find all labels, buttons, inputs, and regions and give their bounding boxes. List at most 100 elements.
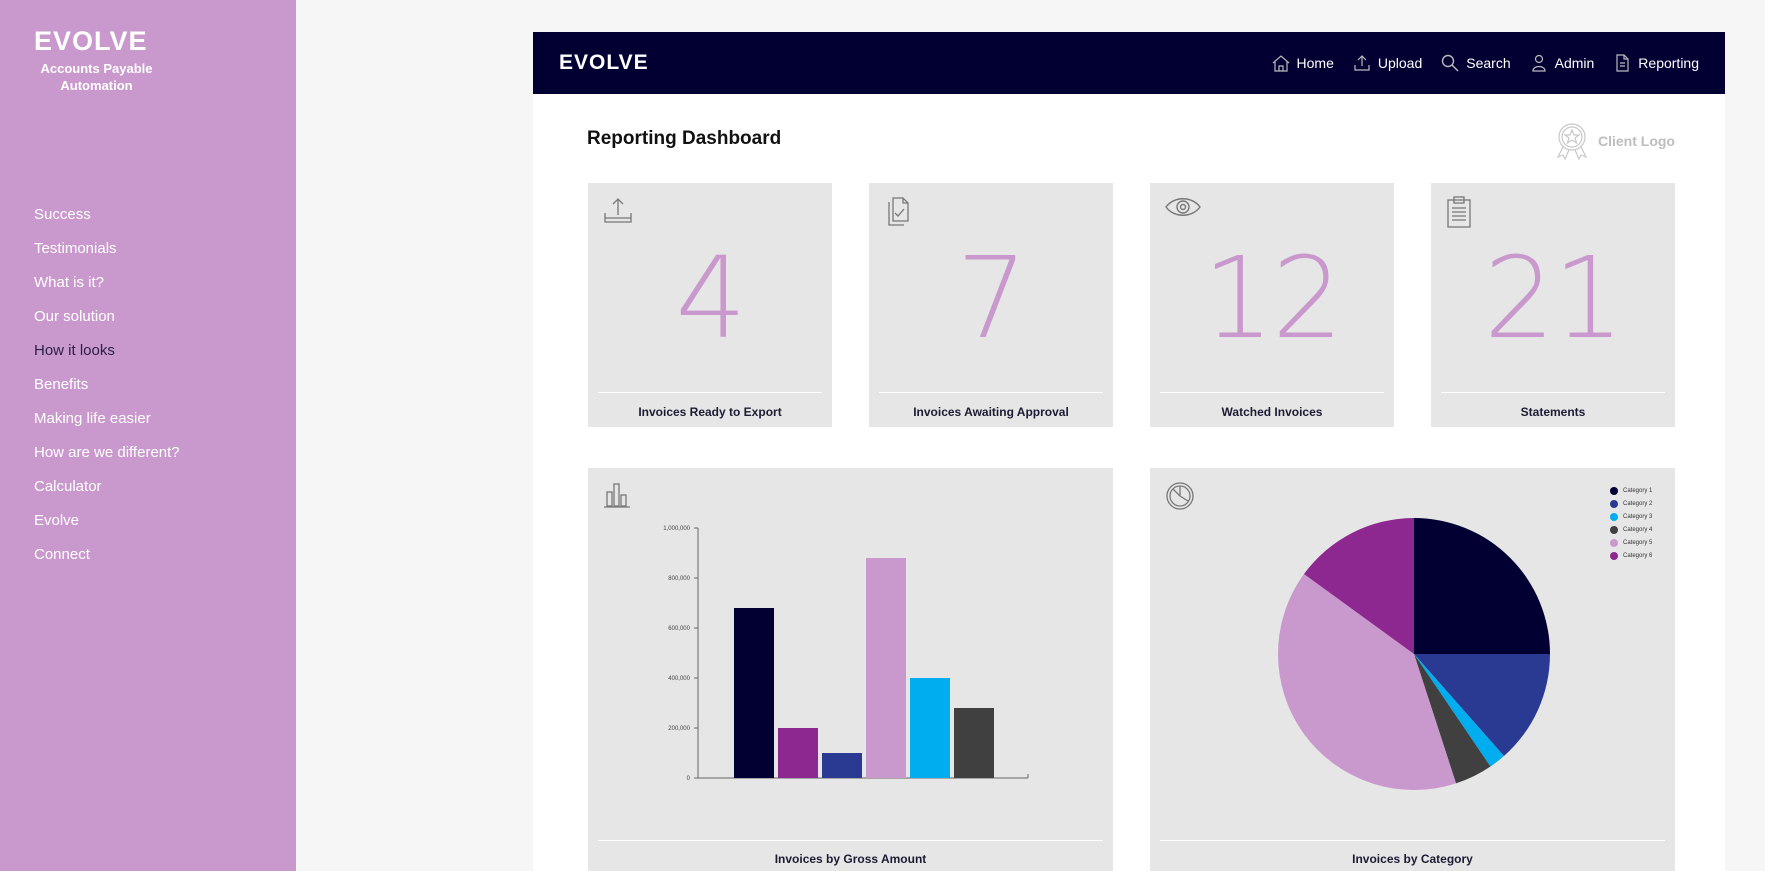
legend-label: Category 6: [1623, 552, 1653, 559]
stat-label: Watched Invoices: [1221, 405, 1323, 419]
app-nav: Home Upload Search Admin Reporting: [1253, 32, 1699, 94]
legend-item: Category 6: [1610, 549, 1652, 562]
legend-item: Category 4: [1610, 523, 1652, 536]
card-divider: [1160, 392, 1384, 393]
bar-chart-label: Invoices by Gross Amount: [774, 852, 927, 866]
legend-label: Category 5: [1623, 539, 1653, 546]
card-divider: [1160, 840, 1665, 841]
card-divider: [598, 840, 1103, 841]
stat-value: 12: [1202, 234, 1344, 364]
y-tick-label: 800,000: [668, 576, 690, 582]
page-title: Reporting Dashboard: [587, 128, 782, 149]
y-tick-label: 400,000: [668, 676, 690, 682]
pie-slice[interactable]: [1303, 518, 1414, 654]
nav-admin-label: Admin: [1554, 55, 1595, 71]
y-tick-label: 1,000,000: [663, 526, 690, 532]
sidebar-item-testimonials[interactable]: Testimonials: [34, 240, 117, 257]
award-badge-icon: [1556, 123, 1588, 161]
stat-card-statements[interactable]: 21 Statements: [1431, 183, 1675, 427]
pie-chart-card[interactable]: Category 1 Category 2 Category 3 Category 4…: [1150, 468, 1675, 871]
bar[interactable]: [910, 678, 950, 778]
stat-card-awaiting-approval[interactable]: 7 Invoices Awaiting Approval: [869, 183, 1113, 427]
nav-search-label: Search: [1466, 55, 1511, 71]
clipboard-icon: [1447, 196, 1471, 228]
legend-item: Category 1: [1610, 484, 1652, 497]
sidebar-item-benefits[interactable]: Benefits: [34, 376, 89, 393]
legend-swatch: [1610, 538, 1618, 547]
user-icon: [1532, 54, 1546, 72]
sidebar-item-evolve[interactable]: Evolve: [34, 512, 80, 529]
nav-admin[interactable]: Admin: [1529, 53, 1595, 73]
nav-reporting[interactable]: Reporting: [1612, 53, 1699, 73]
bar[interactable]: [734, 608, 774, 778]
sidebar-item-connect[interactable]: Connect: [34, 546, 90, 563]
legend-swatch: [1610, 512, 1618, 521]
bar-chart-card[interactable]: 0 200,000 400,000 600,000 800,000 1,000,000 I…: [588, 468, 1113, 871]
sidebar-item-our-solution[interactable]: Our solution: [34, 308, 115, 325]
legend-label: Category 3: [1623, 513, 1653, 520]
app-header: EVOLVE Home Upload Search Admin Reportin…: [533, 32, 1725, 94]
app-logo[interactable]: EVOLVE: [559, 51, 649, 74]
bar-chart: 0 200,000 400,000 600,000 800,000 1,000,000: [663, 526, 1029, 782]
y-tick-label: 0: [687, 776, 691, 782]
bar[interactable]: [866, 558, 906, 778]
brand[interactable]: EVOLVE Accounts Payable Automation: [34, 26, 159, 94]
app-preview: EVOLVE Home Upload Search Admin Reportin…: [533, 32, 1725, 871]
legend-label: Category 2: [1623, 500, 1653, 507]
legend-swatch: [1610, 525, 1618, 534]
nav-home[interactable]: Home: [1271, 53, 1334, 73]
nav-search[interactable]: Search: [1440, 53, 1511, 73]
upload-tray-icon: [604, 198, 632, 223]
bar[interactable]: [778, 728, 818, 778]
card-divider: [598, 392, 822, 393]
stat-value: 7: [956, 234, 1027, 364]
stat-card-ready-to-export[interactable]: 4 Invoices Ready to Export: [588, 183, 832, 427]
pie-slice[interactable]: [1414, 654, 1491, 784]
sidebar: EVOLVE Accounts Payable Automation Succe…: [0, 0, 296, 871]
sidebar-item-calculator[interactable]: Calculator: [34, 478, 102, 495]
pie-chart-label: Invoices by Category: [1352, 852, 1473, 866]
card-divider: [879, 392, 1103, 393]
legend-swatch: [1610, 551, 1618, 560]
sidebar-item-how-different[interactable]: How are we different?: [34, 444, 180, 461]
pie-slice[interactable]: [1414, 654, 1550, 757]
stat-label: Invoices Awaiting Approval: [913, 405, 1069, 419]
nav-upload[interactable]: Upload: [1352, 53, 1422, 73]
client-logo-text: Client Logo: [1598, 133, 1675, 149]
approval-documents-icon: [888, 197, 909, 226]
nav-upload-label: Upload: [1377, 55, 1423, 71]
y-tick-label: 600,000: [668, 626, 690, 632]
stat-value: 21: [1483, 234, 1625, 364]
pie-slice[interactable]: [1278, 574, 1457, 790]
nav-reporting-label: Reporting: [1638, 55, 1699, 71]
sidebar-item-making-life-easier[interactable]: Making life easier: [34, 410, 151, 427]
stat-card-watched-invoices[interactable]: 12 Watched Invoices: [1150, 183, 1394, 427]
client-logo: Client Logo: [1552, 121, 1675, 161]
y-tick-label: 200,000: [668, 726, 690, 732]
pie-chart-icon: [1166, 482, 1194, 510]
sidebar-item-how-it-looks[interactable]: How it looks: [34, 342, 115, 359]
card-divider: [1441, 392, 1665, 393]
pie-slice[interactable]: [1414, 654, 1504, 767]
pie-chart: [1278, 518, 1550, 790]
stat-value: 4: [675, 234, 746, 364]
bar[interactable]: [954, 708, 994, 778]
legend-item: Category 3: [1610, 510, 1652, 523]
bar[interactable]: [822, 753, 862, 778]
bar-chart-icon: [604, 483, 630, 508]
home-icon: [1272, 55, 1289, 72]
pie-legend: Category 1 Category 2 Category 3 Category 4…: [1610, 484, 1652, 562]
pie-slice[interactable]: [1414, 518, 1550, 654]
legend-item: Category 2: [1610, 497, 1652, 510]
legend-swatch: [1610, 486, 1618, 495]
eye-icon: [1165, 198, 1201, 216]
sidebar-item-success[interactable]: Success: [34, 206, 91, 223]
brand-name: EVOLVE: [34, 26, 148, 56]
upload-icon: [1354, 55, 1370, 71]
nav-home-label: Home: [1296, 55, 1334, 71]
legend-item: Category 5: [1610, 536, 1652, 549]
legend-label: Category 1: [1623, 487, 1653, 494]
search-icon: [1442, 54, 1459, 72]
stat-label: Invoices Ready to Export: [638, 405, 782, 419]
sidebar-item-what-is-it[interactable]: What is it?: [34, 274, 105, 291]
